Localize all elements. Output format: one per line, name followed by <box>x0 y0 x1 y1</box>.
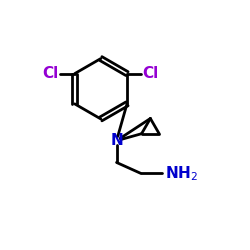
Text: NH$_2$: NH$_2$ <box>165 164 198 183</box>
Text: Cl: Cl <box>43 66 59 81</box>
Text: Cl: Cl <box>143 66 159 81</box>
Text: N: N <box>110 133 123 148</box>
